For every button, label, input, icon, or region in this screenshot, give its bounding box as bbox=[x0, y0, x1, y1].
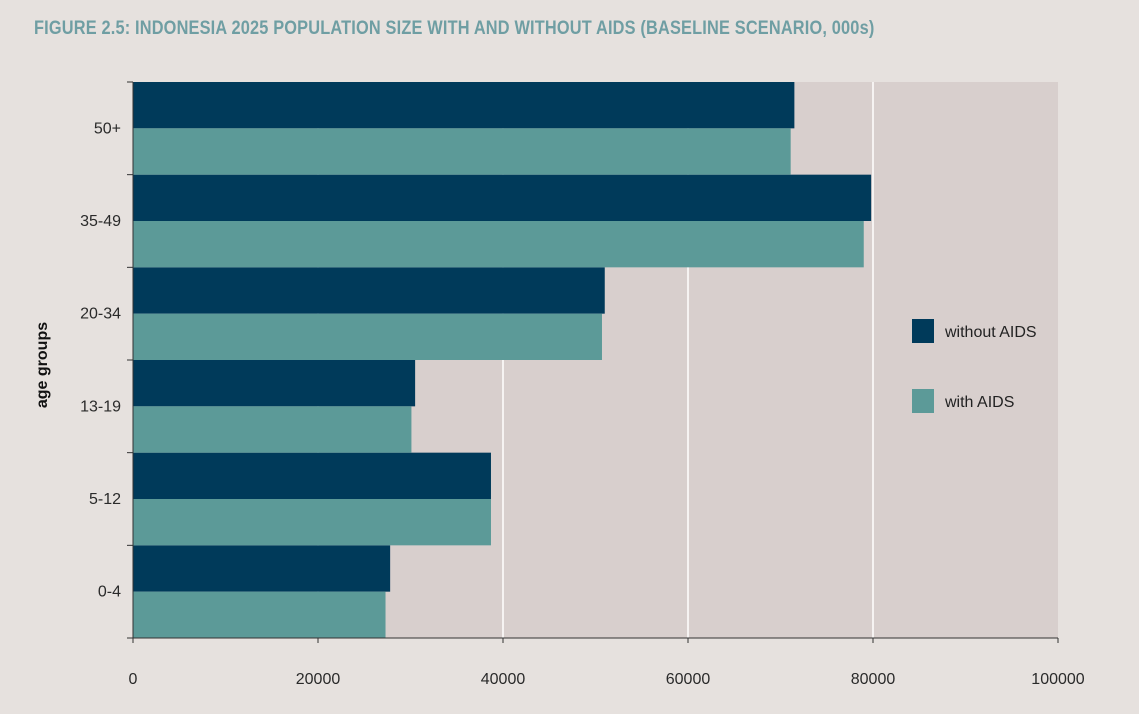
bars bbox=[133, 82, 872, 638]
y-tick-label: 35-49 bbox=[80, 213, 121, 230]
y-axis-title: age groups bbox=[34, 322, 51, 408]
x-tick-label: 40000 bbox=[481, 671, 526, 688]
x-tick-label: 20000 bbox=[296, 671, 341, 688]
bar-with-aids-13-19 bbox=[133, 406, 412, 453]
bar-with-aids-20-34 bbox=[133, 313, 602, 360]
bar-with-aids-35-49 bbox=[133, 221, 864, 268]
legend: without AIDS with AIDS bbox=[912, 319, 1037, 413]
legend-swatch bbox=[912, 319, 934, 343]
x-tick-label: 80000 bbox=[851, 671, 896, 688]
bar-without-aids-0-4 bbox=[133, 545, 391, 592]
y-tick-label: 5-12 bbox=[89, 491, 121, 508]
bar-without-aids-20-34 bbox=[133, 267, 605, 314]
bar-without-aids-35-49 bbox=[133, 174, 872, 221]
y-tick-label: 50+ bbox=[94, 120, 121, 137]
y-tick-label: 20-34 bbox=[80, 306, 121, 323]
figure-title: FIGURE 2.5: INDONESIA 2025 POPULATION SI… bbox=[34, 18, 875, 39]
x-tick-label: 0 bbox=[129, 671, 138, 688]
y-tick-label: 13-19 bbox=[80, 398, 121, 415]
bar-without-aids-5-12 bbox=[133, 452, 491, 499]
bar-with-aids-5-12 bbox=[133, 499, 491, 546]
legend-label: without AIDS bbox=[944, 324, 1037, 341]
bar-without-aids-13-19 bbox=[133, 360, 416, 407]
bar-with-aids-50+ bbox=[133, 128, 791, 175]
bar-with-aids-0-4 bbox=[133, 591, 386, 638]
y-tick-label: 0-4 bbox=[98, 584, 121, 601]
x-tick-label: 100000 bbox=[1031, 671, 1084, 688]
axes: 0-4 5-12 13-19 20-34 35-49 50+ 0 20000 40000 6000… bbox=[34, 81, 1085, 688]
x-tick-label: 60000 bbox=[666, 671, 711, 688]
legend-label: with AIDS bbox=[944, 394, 1014, 411]
legend-swatch bbox=[912, 389, 934, 413]
bar-without-aids-50+ bbox=[133, 82, 795, 129]
